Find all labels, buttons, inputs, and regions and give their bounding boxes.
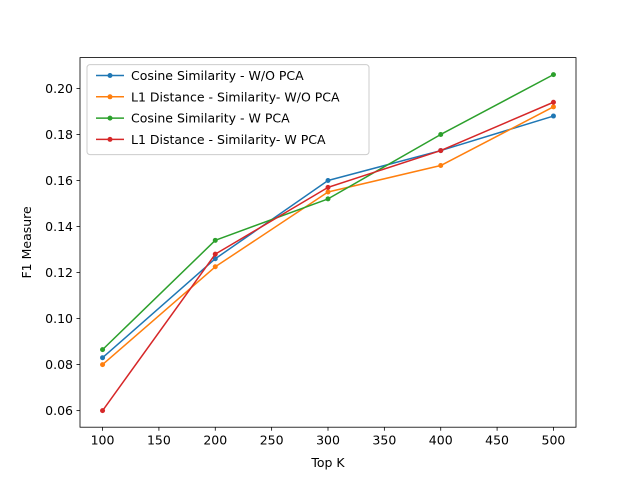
data-point — [100, 408, 106, 414]
data-point — [550, 104, 556, 110]
x-tick-label: 350 — [372, 433, 396, 448]
series-3 — [100, 72, 556, 353]
data-point — [325, 196, 331, 202]
legend-item: Cosine Similarity - W/O PCA — [96, 68, 304, 83]
data-point — [212, 237, 218, 243]
y-tick-label: 0.12 — [45, 265, 73, 280]
series-layer — [100, 72, 556, 414]
x-axis-ticks: 100 150 200 250 300 350 400 450 500 — [91, 427, 566, 448]
y-tick-label: 0.16 — [45, 173, 73, 188]
data-point — [100, 362, 106, 368]
data-point — [438, 131, 444, 137]
x-tick-label: 300 — [316, 433, 340, 448]
legend-label: L1 Distance - Similarity- W/O PCA — [131, 89, 340, 104]
data-point — [325, 177, 331, 183]
data-point — [100, 347, 106, 353]
x-tick-label: 200 — [203, 433, 227, 448]
legend-item: L1 Distance - Similarity- W PCA — [96, 132, 326, 147]
series-2 — [100, 104, 556, 368]
plot-frame — [79, 57, 577, 428]
data-point — [212, 264, 218, 270]
y-tick-label: 0.20 — [45, 81, 73, 96]
data-point — [100, 355, 106, 361]
legend-marker — [107, 115, 113, 121]
data-point — [438, 163, 444, 169]
x-tick-label: 100 — [91, 433, 115, 448]
series-4 — [100, 99, 556, 414]
legend-marker — [107, 73, 113, 78]
x-axis-label: Top K — [310, 455, 345, 470]
legend-box — [86, 64, 370, 156]
y-tick-label: 0.08 — [45, 357, 73, 372]
data-point — [212, 256, 218, 262]
x-tick-label: 400 — [429, 433, 453, 448]
data-point — [550, 72, 556, 78]
x-tick-label: 450 — [485, 433, 509, 448]
legend-marker — [107, 136, 113, 142]
x-tick-label: 250 — [260, 433, 284, 448]
legend-label: L1 Distance - Similarity- W PCA — [131, 132, 326, 147]
y-tick-label: 0.18 — [45, 127, 73, 142]
legend-label: Cosine Similarity - W PCA — [131, 111, 290, 126]
y-axis-ticks: 0.06 0.08 0.10 0.12 0.14 0.16 0.18 0.20 — [45, 81, 80, 418]
legend: Cosine Similarity - W/O PCA L1 Distance -… — [86, 64, 370, 156]
y-axis-label: F1 Measure — [19, 206, 34, 279]
legend-item: L1 Distance - Similarity- W/O PCA — [96, 89, 340, 104]
data-point — [550, 113, 556, 119]
legend-label: Cosine Similarity - W/O PCA — [131, 68, 304, 83]
x-tick-label: 150 — [147, 433, 171, 448]
data-point — [212, 251, 218, 257]
data-point — [325, 184, 331, 190]
data-point — [325, 189, 331, 195]
data-point — [550, 99, 556, 105]
legend-item: Cosine Similarity - W PCA — [96, 111, 290, 126]
y-tick-label: 0.06 — [45, 403, 73, 418]
legend-marker — [107, 94, 113, 100]
data-point — [438, 148, 444, 154]
y-tick-label: 0.10 — [45, 311, 73, 326]
y-tick-label: 0.14 — [45, 219, 73, 234]
x-tick-label: 500 — [542, 433, 566, 448]
